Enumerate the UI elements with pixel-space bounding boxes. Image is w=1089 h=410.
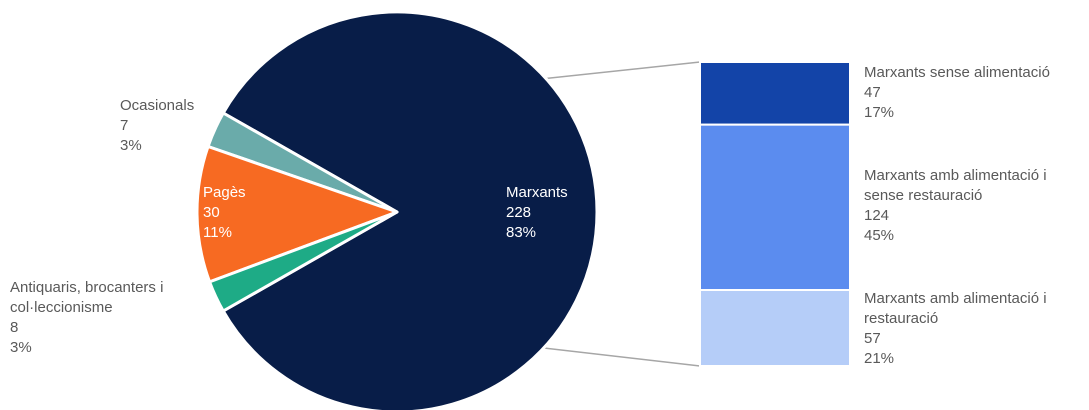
data-labels: Marxants 228 83% Antiquaris, brocanters i co… xyxy=(10,64,1050,367)
pie-label-antiquaris-brocanters-i-col-leccionisme: Antiquaris, brocanters i col·leccionisme 8… xyxy=(10,279,163,356)
pie xyxy=(195,10,599,410)
bar-label-marxants-amb-alimentacio-i-sense-restauracio: Marxants amb alimentació i sense restaura… xyxy=(864,167,1047,244)
pie-label-marxants: Marxants 228 83% xyxy=(506,184,568,241)
bar-label-marxants-amb-alimentacio-i-restauracio: Marxants amb alimentació i restauració 57 2… xyxy=(864,290,1047,367)
bar-label-marxants-sense-alimentacio: Marxants sense alimentació 47 17% xyxy=(864,64,1050,121)
bar-segment-marxants-amb-alimentacio-i-sense-restauracio xyxy=(699,123,851,291)
bar-segment-marxants-amb-alimentacio-i-restauracio xyxy=(699,289,851,367)
pie-slice-ocasionals xyxy=(208,210,399,313)
bar-segment-marxants-sense-alimentacio xyxy=(699,61,851,126)
pie-label-ocasionals: Ocasionals 7 3% xyxy=(120,97,194,154)
stacked-bar xyxy=(699,61,851,367)
pie-slice-pages xyxy=(195,144,399,284)
pie-label-pages: Pagès 30 11% xyxy=(203,184,246,241)
pie-slice-marxants xyxy=(221,10,599,410)
